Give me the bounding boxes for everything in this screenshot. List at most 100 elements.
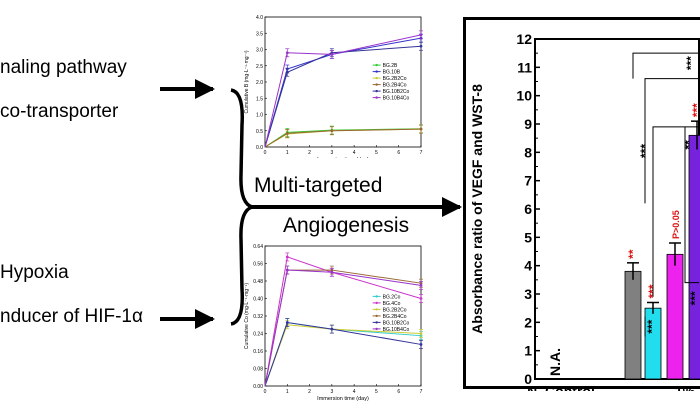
data-point (285, 51, 289, 55)
legend-marker (375, 327, 378, 331)
y-tick-label: 0 (524, 371, 532, 387)
bar (688, 134, 700, 380)
chart-cumulative-co: 0.00 0.08 0.16 0.24 0.32 0.40 0.48 0.56 0.64 0 1 2 3… (244, 244, 423, 402)
x-tick-label: 0 (264, 389, 267, 395)
legend-label: BG.2Co (383, 294, 401, 300)
y-tick-label: 0.08 (253, 367, 263, 373)
y-tick-label: 7 (524, 173, 532, 189)
series-line (264, 256, 422, 387)
y-tick-label: 5 (524, 229, 532, 245)
legend-label: BG.2B4Co (383, 83, 407, 89)
label-hypoxia: Hypoxia (0, 262, 69, 283)
na-label: N.A. (547, 348, 563, 376)
legend-label: BG.4Co (383, 301, 401, 307)
y-tick-label: 10 (516, 88, 532, 104)
data-point (285, 321, 289, 324)
significance-label: ** (626, 249, 640, 259)
data-point (419, 332, 423, 335)
legend-marker (375, 70, 378, 73)
legend-marker (375, 295, 378, 298)
data-point (330, 52, 334, 56)
label-co-transporter: co-transporter (0, 101, 119, 122)
legend-marker (375, 321, 378, 324)
x-tick-label: N. Control (527, 383, 595, 391)
data-point (330, 270, 334, 274)
bracket (684, 126, 699, 284)
legend-label: BG.10B4Co (383, 96, 410, 102)
y-tick-label: 9 (524, 116, 532, 132)
y-tick-label: 0.24 (253, 332, 263, 338)
x-axis-label: Immersion time (day) (317, 157, 369, 158)
chart-cumulative-b: 0.0 0.5 1.0 1.5 2.0 2.5 3.0 3.5 4.0 0 1 2 3 4 5 6 7 Immer… (244, 15, 423, 158)
data-point (330, 327, 334, 331)
legend-marker (375, 89, 378, 93)
x-tick-label: 6 (397, 150, 400, 156)
x-tick-label: 5 (375, 150, 378, 156)
data-point (419, 343, 423, 346)
x-tick-label: 1 (286, 389, 289, 395)
data-point (285, 131, 289, 135)
y-tick-label: 2.5 (256, 64, 263, 70)
y-tick-label: 0.40 (253, 297, 263, 303)
x-tick-label: 5 (375, 389, 378, 395)
bracket (644, 78, 699, 204)
x-tick-label: 2 (308, 389, 311, 395)
x-tick-label: 3 (330, 389, 333, 395)
x-tick-label: 3 (330, 150, 333, 156)
outer-frame (463, 17, 700, 389)
y-axis-label: Cumulative Co (mg·L⁻¹·mg⁻¹) (244, 283, 250, 349)
y-tick-label: 3 (524, 286, 532, 302)
y-tick-label: 0.56 (253, 262, 263, 268)
data-point (285, 255, 289, 259)
y-tick-label: 4 (524, 258, 532, 274)
x-tick-label: 4 (353, 389, 356, 395)
data-point (285, 268, 289, 272)
data-point (419, 33, 423, 37)
legend-marker (375, 314, 378, 318)
significance-label: P>0.05 (671, 210, 681, 239)
label-multi-targeted: Multi-targeted (254, 174, 383, 197)
x-tick-label: 2 (308, 150, 311, 156)
legend-marker (375, 83, 378, 86)
legend-marker (375, 96, 378, 99)
series-line (264, 269, 422, 387)
y-tick-label: 2.0 (256, 80, 263, 86)
y-axis-label: Cumulative B (mg·L⁻¹·mg⁻¹) (244, 50, 250, 113)
x-tick-label: 1% (675, 383, 696, 391)
x-tick-label: 1 (286, 150, 289, 156)
bracket-label: *** (645, 319, 659, 333)
legend-label: BG.10B4Co (383, 327, 410, 333)
significance-label: *** (690, 103, 700, 117)
series-line (264, 128, 422, 148)
legend-label: BG.2B (383, 63, 398, 69)
y-tick-label: 0.16 (253, 349, 263, 355)
legend-label: BG.2B2Co (383, 76, 407, 82)
y-tick-label: 0.64 (253, 244, 263, 250)
y-tick-label: 0.48 (253, 279, 263, 285)
label-hif-inducer: nducer of HIF-1α (0, 306, 143, 327)
data-point (419, 127, 423, 131)
bar (666, 253, 684, 380)
y-axis-label: Absorbance ratio of VEGF and WST-8 (469, 84, 485, 334)
y-tick-label: 2 (524, 314, 532, 330)
x-axis-label: Immersion time (day) (317, 396, 369, 402)
bar (644, 307, 662, 380)
label-signaling-pathway: naling pathway (0, 57, 127, 78)
legend-marker (375, 76, 378, 80)
legend-label: BG.10B2Co (383, 320, 410, 326)
y-tick-label: 0.00 (253, 384, 263, 390)
bracket-label: *** (684, 56, 698, 70)
series-line (264, 45, 422, 148)
legend-label: BG.10B (383, 70, 401, 76)
bracket (652, 126, 699, 297)
y-tick-label: 1.0 (256, 113, 263, 119)
data-point (285, 70, 289, 74)
bracket-label: *** (688, 291, 700, 305)
y-tick-label: 3.0 (256, 48, 263, 54)
series-line (264, 322, 422, 387)
y-tick-label: 11 (517, 59, 532, 75)
data-point (419, 283, 423, 287)
y-tick-label: 3.5 (256, 31, 263, 37)
legend-label: BG.2B4Co (383, 314, 407, 320)
x-tick-label: 0 (264, 150, 267, 156)
